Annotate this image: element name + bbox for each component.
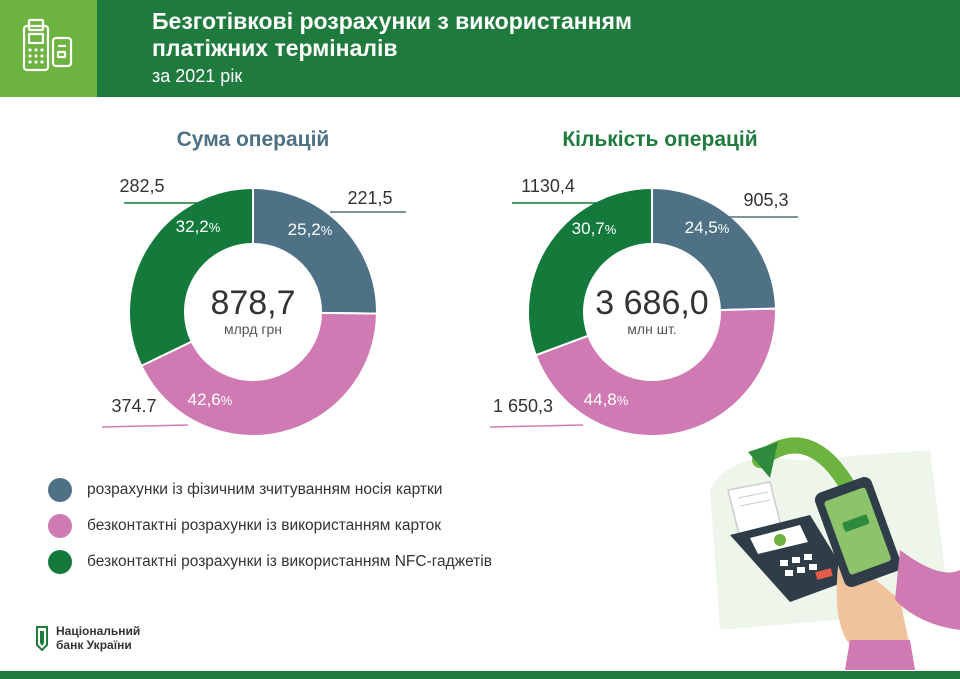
logo-line-1: Національний bbox=[56, 624, 141, 638]
value-label: 905,3 bbox=[743, 190, 788, 210]
center-unit-label: млрд грн bbox=[224, 321, 282, 337]
percent-label: 32,2% bbox=[176, 217, 221, 236]
leader-line bbox=[101, 424, 189, 428]
legend-label: безконтактні розрахунки із використанням… bbox=[87, 517, 442, 534]
title-line-1: Безготівкові розрахунки з використанням bbox=[152, 8, 632, 34]
nbu-emblem-icon bbox=[36, 626, 48, 651]
legend-swatch bbox=[48, 550, 72, 574]
payment-terminal-icon bbox=[22, 18, 73, 72]
leader-line bbox=[489, 424, 584, 428]
value-label: 374.7 bbox=[111, 396, 156, 416]
legend-swatch bbox=[48, 478, 72, 502]
value-label: 282,5 bbox=[119, 176, 164, 196]
legend-label: розрахунки із фізичним зчитуванням носія… bbox=[87, 481, 443, 498]
center-total-value: 878,7 bbox=[210, 284, 295, 322]
title-line-2: платіжних терміналів bbox=[152, 35, 398, 61]
value-label: 1130,4 bbox=[521, 176, 575, 196]
percent-label: 42,6% bbox=[188, 390, 233, 409]
percent-label: 44,8% bbox=[584, 390, 629, 409]
slice-card-read bbox=[252, 186, 378, 315]
slice-nfc bbox=[128, 186, 254, 368]
legend-label: безконтактні розрахунки із використанням… bbox=[87, 553, 492, 570]
nfc-payment-illustration bbox=[710, 437, 960, 670]
nbu-logo: Національний банк України bbox=[34, 624, 140, 652]
percent-label: 30,7% bbox=[572, 219, 617, 238]
page-title: Безготівкові розрахунки з використанням … bbox=[152, 8, 632, 62]
center-unit-label: млн шт. bbox=[627, 321, 676, 337]
value-label: 221,5 bbox=[347, 188, 392, 208]
legend-item-contactless-card: безконтактні розрахунки із використанням… bbox=[48, 508, 492, 544]
legend-item-nfc: безконтактні розрахунки із використанням… bbox=[48, 544, 492, 580]
logo-line-2: банк України bbox=[56, 638, 132, 652]
legend-swatch bbox=[48, 514, 72, 538]
slice-contactless-card bbox=[139, 311, 379, 437]
center-total-value: 3 686,0 bbox=[595, 284, 708, 322]
logo-text: Національний банк України bbox=[56, 624, 140, 652]
page-subtitle: за 2021 рік bbox=[152, 66, 243, 86]
percent-label: 25,2% bbox=[288, 220, 333, 239]
header-banner: Безготівкові розрахунки з використанням … bbox=[0, 0, 960, 97]
chart-title-count: Кількість операцій bbox=[562, 128, 758, 151]
slice-contactless-card bbox=[534, 307, 777, 437]
value-label: 1 650,3 bbox=[493, 396, 553, 416]
legend: розрахунки із фізичним зчитуванням носія… bbox=[48, 472, 492, 580]
slice-nfc bbox=[527, 186, 653, 357]
slice-card-read bbox=[651, 186, 777, 312]
footer-bar bbox=[0, 671, 960, 679]
percent-label: 24,5% bbox=[685, 218, 730, 237]
legend-item-physical: розрахунки із фізичним зчитуванням носія… bbox=[48, 472, 492, 508]
chart-title-amount: Сума операцій bbox=[176, 128, 330, 151]
header-icon-box bbox=[0, 0, 97, 97]
